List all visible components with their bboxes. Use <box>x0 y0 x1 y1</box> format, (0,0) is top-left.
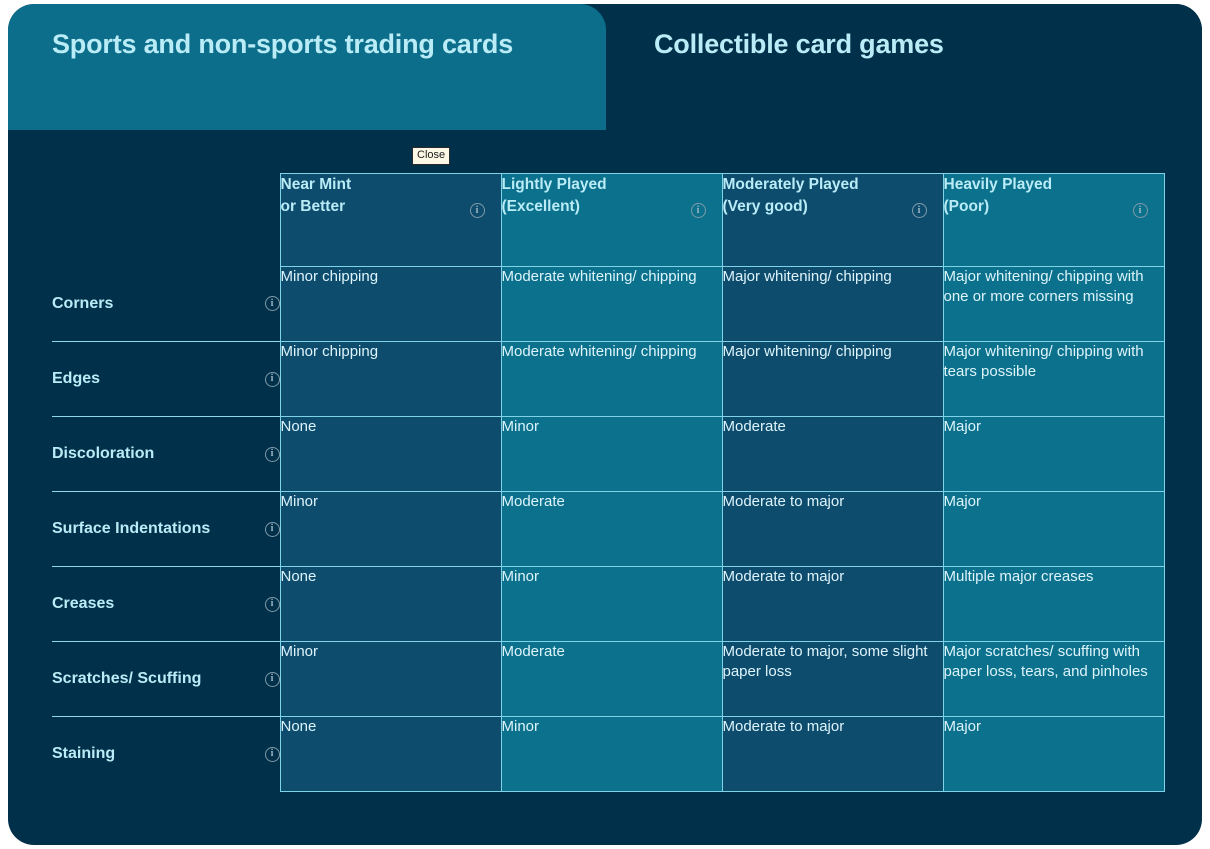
cell-scratches-scuffing-lightly-played: Moderate <box>500 641 723 717</box>
column-header-near-mint-or-better[interactable]: Near Mint or Better i <box>279 173 502 267</box>
column-header-heavily-played-line1: Heavily Played <box>943 176 1053 193</box>
info-icon[interactable]: i <box>264 521 280 537</box>
row-header-scratches-scuffing-label: Scratches/ Scuffing <box>52 670 202 687</box>
condition-grading-table: Near Mint or Better i Lightly Played (Ex… <box>52 173 1165 792</box>
column-header-moderately-played[interactable]: Moderately Played (Very good) i <box>721 173 944 267</box>
cell-surface-indentations-moderately-played: Moderate to major <box>721 491 944 567</box>
cell-creases-heavily-played: Multiple major creases <box>942 566 1165 642</box>
cell-scratches-scuffing-moderately-played: Moderate to major, some slight paper los… <box>721 641 944 717</box>
column-header-near-mint-or-better-line1: Near Mint <box>280 176 352 193</box>
tab-sports-trading-cards[interactable]: Sports and non-sports trading cards <box>8 4 606 130</box>
cell-creases-moderately-played: Moderate to major <box>721 566 944 642</box>
info-icon[interactable]: i <box>690 203 706 218</box>
column-header-moderately-played-line2: (Very good) <box>722 198 808 215</box>
row-header-edges-label: Edges <box>52 370 101 387</box>
cell-staining-lightly-played: Minor <box>500 716 723 792</box>
table-row: Creases i None Minor Moderate to major M… <box>52 566 1165 642</box>
row-header-scratches-scuffing[interactable]: Scratches/ Scuffing i <box>52 641 280 717</box>
cell-corners-lightly-played: Moderate whitening/ chipping <box>500 266 723 342</box>
cell-discoloration-near-mint: None <box>279 416 502 492</box>
cell-edges-moderately-played: Major whitening/ chipping <box>721 341 944 417</box>
tab-strip: Sports and non-sports trading cards Coll… <box>8 4 1202 130</box>
row-header-surface-indentations[interactable]: Surface Indentations i <box>52 491 280 567</box>
cell-creases-near-mint: None <box>279 566 502 642</box>
table-row: Corners i Minor chipping Moderate whiten… <box>52 266 1165 342</box>
row-header-staining[interactable]: Staining i <box>52 716 280 792</box>
row-header-staining-label: Staining <box>52 745 116 763</box>
cell-staining-heavily-played: Major <box>942 716 1165 792</box>
cell-scratches-scuffing-heavily-played: Major scratches/ scuffing with paper los… <box>942 641 1165 717</box>
info-icon[interactable]: i <box>469 203 485 218</box>
row-header-discoloration[interactable]: Discoloration i <box>52 416 280 492</box>
info-icon[interactable]: i <box>264 671 280 687</box>
table-row: Staining i None Minor Moderate to major … <box>52 716 1165 792</box>
tab-sports-trading-cards-label: Sports and non-sports trading cards <box>52 29 514 59</box>
column-header-near-mint-or-better-line2: or Better <box>280 198 346 215</box>
info-icon[interactable]: i <box>264 446 280 462</box>
cell-corners-heavily-played: Major whitening/ chipping with one or mo… <box>942 266 1165 342</box>
column-header-lightly-played[interactable]: Lightly Played (Excellent) i <box>500 173 723 267</box>
cell-corners-near-mint: Minor chipping <box>279 266 502 342</box>
table-row: Edges i Minor chipping Moderate whitenin… <box>52 341 1165 417</box>
row-header-surface-indentations-label: Surface Indentations <box>52 520 211 537</box>
info-icon[interactable]: i <box>911 203 927 218</box>
cell-scratches-scuffing-near-mint: Minor <box>279 641 502 717</box>
info-icon[interactable]: i <box>264 746 280 762</box>
info-icon[interactable]: i <box>264 296 280 312</box>
info-icon[interactable]: i <box>264 596 280 612</box>
row-header-discoloration-label: Discoloration <box>52 445 155 462</box>
cell-edges-near-mint: Minor chipping <box>279 341 502 417</box>
cell-discoloration-lightly-played: Minor <box>500 416 723 492</box>
condition-guide-panel: Sports and non-sports trading cards Coll… <box>8 4 1202 845</box>
close-button[interactable]: Close <box>412 147 451 165</box>
cell-edges-lightly-played: Moderate whitening/ chipping <box>500 341 723 417</box>
cell-surface-indentations-near-mint: Minor <box>279 491 502 567</box>
column-header-lightly-played-line2: (Excellent) <box>501 198 580 215</box>
table-row: Scratches/ Scuffing i Minor Moderate Mod… <box>52 641 1165 717</box>
info-icon[interactable]: i <box>264 371 280 387</box>
table-body: Corners i Minor chipping Moderate whiten… <box>52 266 1165 792</box>
cell-discoloration-moderately-played: Moderate <box>721 416 944 492</box>
table-row: Surface Indentations i Minor Moderate Mo… <box>52 491 1165 567</box>
cell-staining-moderately-played: Moderate to major <box>721 716 944 792</box>
cell-surface-indentations-heavily-played: Major <box>942 491 1165 567</box>
row-header-creases-label: Creases <box>52 595 115 612</box>
cell-staining-near-mint: None <box>279 716 502 792</box>
column-header-moderately-played-line1: Moderately Played <box>722 176 859 193</box>
cell-edges-heavily-played: Major whitening/ chipping with tears pos… <box>942 341 1165 417</box>
table-row: Discoloration i None Minor Moderate Majo… <box>52 416 1165 492</box>
row-header-creases[interactable]: Creases i <box>52 566 280 642</box>
column-header-heavily-played-line2: (Poor) <box>943 198 990 215</box>
column-header-heavily-played[interactable]: Heavily Played (Poor) i <box>942 173 1165 267</box>
row-header-edges[interactable]: Edges i <box>52 341 280 417</box>
cell-creases-lightly-played: Minor <box>500 566 723 642</box>
tab-collectible-card-games-label: Collectible card games <box>654 29 944 59</box>
column-header-lightly-played-line1: Lightly Played <box>501 176 607 193</box>
row-header-corners[interactable]: Corners i <box>52 266 280 342</box>
cell-discoloration-heavily-played: Major <box>942 416 1165 492</box>
cell-corners-moderately-played: Major whitening/ chipping <box>721 266 944 342</box>
info-icon[interactable]: i <box>1132 203 1148 218</box>
row-header-corners-label: Corners <box>52 294 114 312</box>
table-head: Near Mint or Better i Lightly Played (Ex… <box>52 173 1165 267</box>
table-corner-cell <box>52 174 280 267</box>
cell-surface-indentations-lightly-played: Moderate <box>500 491 723 567</box>
table-header-row: Near Mint or Better i Lightly Played (Ex… <box>52 173 1165 267</box>
tab-collectible-card-games[interactable]: Collectible card games <box>610 4 1202 130</box>
